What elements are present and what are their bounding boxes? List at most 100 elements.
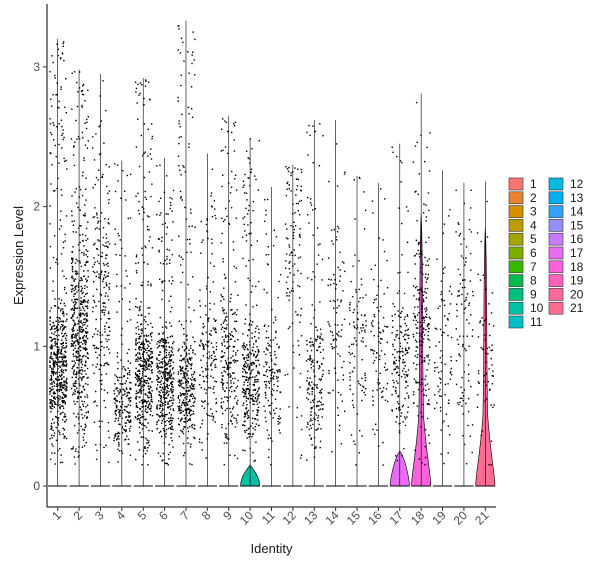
point-9 [223, 339, 225, 341]
point-21 [485, 352, 487, 354]
point-13 [311, 381, 313, 383]
point-14 [334, 323, 336, 326]
point-1 [53, 190, 55, 192]
point-5 [137, 379, 139, 381]
point-4 [120, 359, 122, 361]
point-6 [169, 201, 172, 204]
point-5 [144, 151, 146, 153]
point-1 [65, 365, 67, 368]
point-1 [53, 422, 55, 424]
point-5 [148, 345, 150, 348]
point-1 [59, 388, 62, 391]
point-8 [215, 348, 218, 351]
point-13 [314, 447, 317, 449]
point-10 [252, 361, 254, 364]
point-5 [140, 357, 142, 360]
point-7 [184, 348, 186, 351]
point-2 [77, 341, 79, 344]
point-1 [51, 347, 53, 350]
point-14 [333, 274, 335, 276]
point-5 [146, 363, 148, 365]
point-3 [99, 341, 102, 344]
point-10 [256, 409, 258, 411]
point-1 [58, 395, 60, 397]
point-8 [206, 413, 208, 415]
point-3 [96, 248, 98, 250]
point-5 [135, 405, 138, 407]
point-10 [252, 383, 254, 386]
point-6 [164, 391, 166, 393]
point-2 [73, 279, 75, 281]
point-6 [170, 378, 172, 380]
point-4 [130, 421, 132, 423]
point-12 [293, 263, 296, 265]
point-2 [83, 340, 86, 342]
point-2 [81, 287, 83, 289]
point-7 [189, 409, 191, 411]
point-4 [129, 399, 132, 402]
point-6 [165, 386, 167, 388]
point-20 [465, 402, 467, 405]
point-10 [257, 348, 259, 351]
point-8 [213, 265, 215, 267]
point-10 [243, 420, 246, 423]
point-10 [258, 337, 260, 339]
point-9 [228, 200, 230, 202]
point-14 [335, 312, 338, 314]
point-16 [372, 400, 374, 402]
point-16 [383, 293, 385, 295]
point-8 [213, 385, 215, 388]
point-10 [255, 400, 257, 403]
point-6 [164, 400, 166, 403]
point-6 [160, 411, 162, 414]
point-11 [267, 246, 269, 248]
point-7 [185, 320, 187, 322]
point-2 [77, 353, 79, 355]
point-5 [142, 254, 144, 256]
point-1 [60, 388, 63, 391]
point-4 [117, 436, 119, 438]
point-4 [121, 401, 123, 403]
point-11 [279, 422, 281, 424]
point-12 [300, 171, 303, 173]
point-5 [151, 326, 154, 328]
point-13 [318, 367, 320, 370]
point-5 [151, 372, 153, 374]
point-3 [105, 322, 108, 324]
point-10 [252, 427, 254, 429]
point-18 [426, 369, 428, 371]
point-2 [76, 357, 78, 359]
point-1 [61, 378, 63, 381]
point-10 [249, 184, 251, 187]
point-7 [188, 357, 191, 359]
point-6 [172, 377, 174, 379]
point-1 [64, 350, 66, 352]
point-1 [65, 395, 68, 397]
point-5 [140, 349, 143, 351]
point-13 [311, 344, 313, 346]
point-6 [169, 207, 171, 210]
point-1 [61, 352, 63, 354]
point-17 [401, 310, 403, 313]
point-16 [371, 200, 374, 202]
point-8 [215, 358, 217, 361]
point-1 [57, 48, 60, 50]
point-5 [139, 346, 142, 349]
point-14 [336, 185, 339, 187]
point-17 [398, 355, 401, 358]
point-6 [172, 389, 174, 391]
point-13 [306, 343, 308, 346]
point-4 [113, 390, 115, 392]
point-6 [161, 413, 164, 415]
point-5 [144, 359, 146, 361]
point-1 [62, 401, 64, 404]
point-6 [163, 191, 166, 194]
point-2 [73, 370, 75, 372]
point-5 [150, 357, 152, 359]
point-2 [78, 326, 81, 328]
point-10 [256, 392, 258, 394]
point-1 [65, 215, 68, 217]
point-5 [138, 345, 141, 348]
point-13 [314, 395, 316, 397]
point-1 [54, 144, 56, 147]
